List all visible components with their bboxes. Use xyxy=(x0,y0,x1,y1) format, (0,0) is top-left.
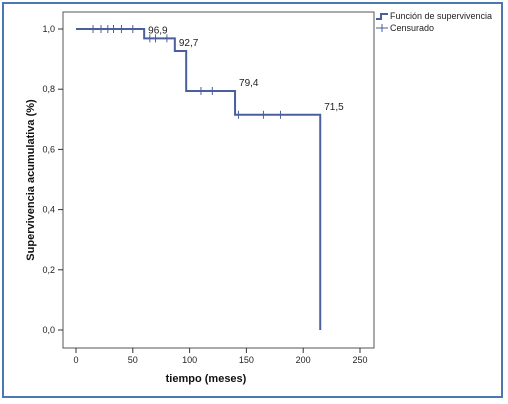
x-tick-label: 200 xyxy=(296,355,311,365)
x-tick-label: 100 xyxy=(182,355,197,365)
data-label: 71,5 xyxy=(324,102,344,113)
x-axis-ticks: 0 50 100 150 200 250 xyxy=(73,348,368,365)
x-tick-label: 50 xyxy=(128,355,138,365)
x-tick-label: 0 xyxy=(73,355,78,365)
x-tick-label: 150 xyxy=(239,355,254,365)
y-tick-label: 0,8 xyxy=(42,84,55,94)
x-tick-label: 250 xyxy=(352,355,367,365)
censor-marks xyxy=(92,25,281,119)
legend-item-censored: Censurado xyxy=(376,23,434,33)
plus-icon xyxy=(376,24,388,32)
y-tick-label: 0,0 xyxy=(42,325,55,335)
y-tick-label: 1,0 xyxy=(42,24,55,34)
x-axis-title: tiempo (meses) xyxy=(166,373,247,385)
y-tick-label: 0,4 xyxy=(42,205,55,215)
data-label: 96,9 xyxy=(148,25,168,36)
data-label: 79,4 xyxy=(239,78,259,89)
legend: Función de supervivencia Censurado xyxy=(376,11,492,33)
annotation-labels: 96,9 92,7 79,4 71,5 xyxy=(148,25,344,112)
step-line-icon xyxy=(376,13,388,20)
y-axis-ticks: 0,0 0,2 0,4 0,6 0,8 1,0 xyxy=(42,24,63,335)
data-label: 92,7 xyxy=(179,38,199,49)
y-tick-label: 0,6 xyxy=(42,144,55,154)
y-axis-title: Supervivencia acumulativa (%) xyxy=(25,99,37,261)
legend-item-survival: Función de supervivencia xyxy=(376,11,492,21)
legend-label-censored: Censurado xyxy=(390,23,434,33)
plot-area xyxy=(62,11,375,349)
legend-label-survival: Función de supervivencia xyxy=(390,11,492,21)
y-tick-label: 0,2 xyxy=(42,265,55,275)
